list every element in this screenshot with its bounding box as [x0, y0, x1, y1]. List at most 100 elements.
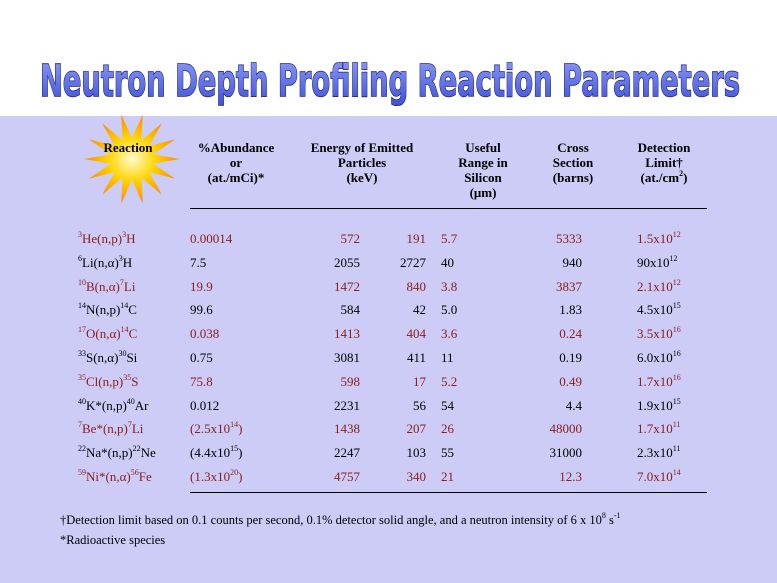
header-cell: %Abundance or (at./mCi)*: [166, 140, 306, 185]
text: 840: [406, 278, 427, 294]
text: ): [683, 170, 688, 185]
text: 31000: [549, 445, 583, 461]
superscript: 14: [672, 468, 681, 477]
table-cell: 2231: [334, 398, 360, 414]
content-panel: [0, 116, 777, 583]
superscript: 3: [122, 230, 127, 239]
text: Ni*(n,α): [86, 469, 131, 484]
table-cell: 1413: [334, 326, 360, 342]
table-cell: 99.6: [190, 302, 213, 318]
superscript: 8: [601, 511, 606, 520]
table-cell: 35Cl(n,p)35S: [78, 373, 139, 390]
text: 40: [441, 254, 454, 270]
text: (keV): [346, 170, 378, 185]
superscript: 30: [118, 349, 127, 358]
text: 90x10: [637, 254, 670, 270]
header-line: Useful: [413, 140, 553, 155]
header-line: Cross: [503, 140, 643, 155]
header-line: Reaction: [58, 140, 198, 155]
text: 2231: [334, 397, 360, 413]
text: 54: [441, 397, 454, 413]
table-cell: 19.9: [190, 279, 213, 295]
text: 3081: [334, 350, 360, 365]
text: H: [122, 254, 133, 270]
table-cell: 26: [441, 421, 454, 437]
text: 1472: [334, 278, 360, 294]
text: Useful: [465, 140, 501, 155]
superscript: 3: [78, 230, 82, 239]
text: Limit†: [645, 155, 683, 170]
text: 572: [340, 231, 361, 246]
superscript: 22: [132, 444, 141, 454]
superscript: 17: [78, 325, 86, 335]
superscript: 14: [120, 301, 129, 311]
text: Range in: [458, 155, 508, 170]
header-line: Detection: [594, 140, 734, 155]
text: C: [128, 326, 138, 342]
text: 75.8: [190, 373, 213, 389]
text: 2.3x10: [637, 445, 673, 461]
header-line: Range in: [413, 155, 553, 170]
text: 1.7x10: [637, 373, 673, 389]
table-cell: 55: [441, 445, 454, 461]
header-line: Silicon: [413, 170, 553, 185]
text: 11: [441, 350, 454, 365]
table-cell: 7Be*(n,p)7Li: [78, 421, 143, 437]
superscript: 7: [119, 277, 124, 287]
text: Be*(n,p): [82, 421, 128, 437]
text: (4.4x10: [190, 445, 231, 461]
text: B(n,α): [86, 278, 120, 294]
table-cell: 2247: [334, 445, 360, 461]
table-cell: 7.0x1014: [637, 469, 681, 485]
table-cell: (1.3x1020): [190, 469, 242, 485]
text: 584: [340, 302, 361, 318]
text: ): [238, 421, 243, 437]
table-cell: 21: [441, 469, 454, 485]
superscript: 11: [672, 420, 681, 430]
table-cell: 0.24: [559, 326, 582, 342]
text: 4.5x10: [637, 302, 673, 318]
text: 940: [562, 254, 583, 270]
text: O(n,α): [86, 326, 121, 342]
text: 0.75: [190, 350, 213, 365]
text: (μm): [469, 185, 497, 200]
footnote: *Radioactive species: [60, 533, 165, 548]
table-cell: 6.0x1016: [637, 350, 681, 366]
table-cell: 191: [407, 231, 427, 247]
text: (2.5x10: [190, 421, 231, 437]
text: H: [126, 231, 136, 246]
text: 5.0: [441, 302, 458, 318]
superscript: 12: [672, 277, 681, 287]
header-line: (at./mCi)*: [166, 170, 306, 185]
table-cell: 40: [441, 255, 454, 271]
superscript: 6: [78, 253, 82, 263]
superscript: 12: [672, 230, 681, 239]
table-cell: 12.3: [559, 469, 582, 485]
header-cell: Energy of Emitted Particles (keV): [292, 140, 432, 185]
table-cell: 42: [413, 302, 426, 318]
table-cell: 840: [407, 279, 427, 295]
text: 55: [441, 445, 454, 461]
text: (barns): [552, 170, 594, 185]
superscript: 16: [672, 372, 681, 382]
text: Detection: [637, 140, 691, 155]
superscript: 56: [130, 468, 139, 477]
table-cell: 3837: [556, 279, 582, 295]
text: 1.7x10: [637, 421, 673, 437]
text: Ar: [134, 397, 149, 413]
text: Cl(n,p): [86, 373, 124, 389]
text: 0.038: [190, 326, 220, 342]
text: 340: [406, 469, 427, 484]
table-cell: 1.9x1015: [637, 397, 681, 414]
superscript: 20: [230, 468, 239, 477]
table-cell: 6Li(n,α)3H: [78, 253, 133, 271]
table-cell: 5.7: [441, 231, 457, 247]
superscript: 7: [127, 420, 132, 430]
text: 7.0x10: [637, 469, 673, 484]
table-cell: (4.4x1015): [190, 445, 242, 461]
text: C: [128, 302, 137, 318]
table-cell: 0.012: [190, 398, 219, 414]
table-cell: 4.5x1015: [637, 302, 681, 318]
text: S: [131, 373, 139, 389]
text: Fe: [138, 469, 152, 484]
